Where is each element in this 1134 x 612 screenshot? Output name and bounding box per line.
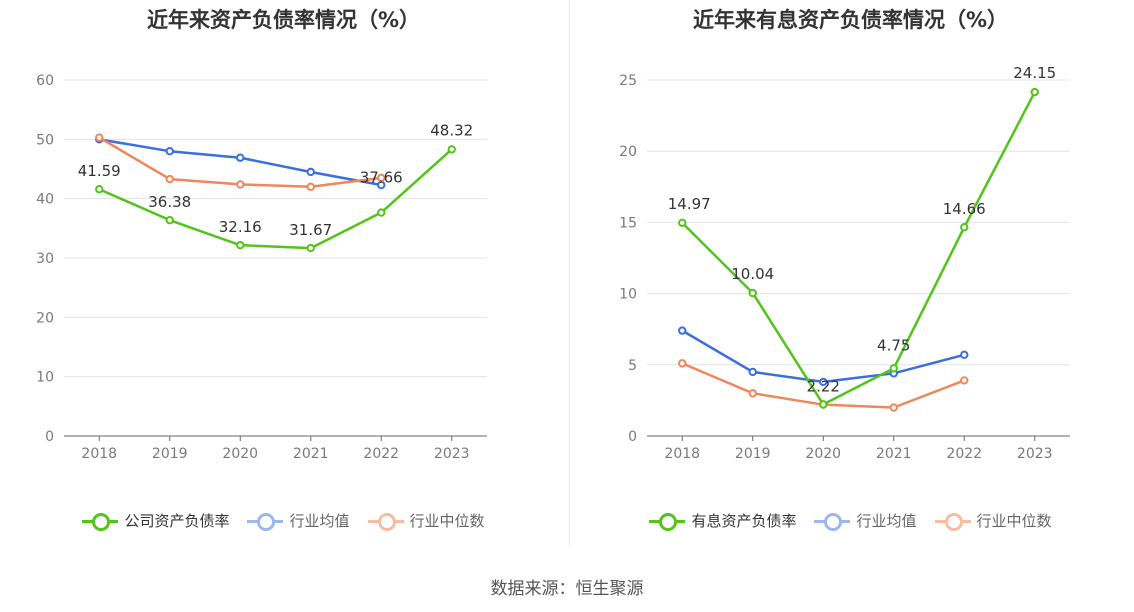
right-chart-panel: 近年来有息资产负债率情况（%） 0 5 10 15 20 25 2018 2019 2020 20… [567,0,1134,550]
series-line [681,329,965,384]
x-tick-label: 2021 [293,446,329,462]
right-chart-title: 近年来有息资产负债率情况（%） [692,8,1009,32]
x-tick-label: 2019 [152,446,188,462]
legend-item-avg[interactable]: 行业均值 [247,510,350,531]
y-tick-label: 15 [619,215,637,231]
data-source-note: 数据来源：恒生聚源 [490,579,644,599]
data-point[interactable] [377,208,386,217]
data-point[interactable] [889,364,898,373]
legend-label: 行业中位数 [409,512,485,530]
data-point[interactable] [678,359,687,368]
legend-label: 行业均值 [289,512,350,530]
legend-swatch-icon [82,511,119,531]
data-point[interactable] [819,377,828,387]
legend-item-avg[interactable]: 行业均值 [814,510,917,531]
data-point[interactable] [447,145,456,154]
data-point[interactable] [960,350,969,360]
data-label: 41.59 [78,162,121,180]
x-tick-label: 2022 [363,446,399,462]
data-label: 48.32 [430,121,473,139]
data-point[interactable] [748,367,757,377]
legend-item-median[interactable]: 行业中位数 [934,510,1052,531]
data-label: 4.75 [877,336,910,354]
data-point[interactable] [95,185,104,194]
data-point[interactable] [889,403,898,412]
data-point[interactable] [165,174,174,184]
data-point[interactable] [377,173,386,183]
y-tick-label: 25 [619,73,637,89]
data-point[interactable] [236,153,245,162]
data-point[interactable] [819,400,828,409]
y-tick-label: 10 [36,370,54,386]
legend-label: 有息资产负债率 [691,512,797,530]
legend-swatch-icon [247,511,284,531]
legend-swatch-icon [367,511,404,531]
series-line [98,148,453,250]
data-label: 2.22 [807,377,840,395]
x-tick-label: 2019 [735,446,771,462]
x-tick-label: 2018 [81,446,117,462]
left-chart-panel: 近年来资产负债率情况（%） 0 10 20 30 40 50 60 2018 2019 2020 2… [0,0,567,550]
x-tick-label: 2021 [876,446,912,462]
y-tick-label: 60 [36,73,54,89]
legend-item-company[interactable]: 公司资产负债率 [82,510,229,531]
legend-swatch-icon [814,511,851,531]
data-point[interactable] [95,133,104,142]
y-tick-label: 20 [36,310,54,326]
legend-swatch-icon [934,511,971,531]
y-tick-label: 5 [628,358,637,374]
data-point[interactable] [748,288,757,298]
left-chart-title: 近年来资产负债率情况（%） [146,8,421,32]
data-label: 14.66 [943,200,986,218]
y-tick-label: 0 [45,429,54,445]
x-tick-label: 2023 [434,446,470,462]
legend-swatch-icon [649,511,686,531]
data-label: 37.66 [360,169,403,187]
y-tick-label: 50 [36,132,54,148]
y-tick-label: 0 [628,429,637,445]
left-chart-legend: 公司资产负债率 行业均值 行业中位数 [0,510,567,531]
legend-item-median[interactable]: 行业中位数 [367,510,485,531]
x-tick-label: 2023 [1017,446,1053,462]
series-line [98,136,382,189]
x-tick-label: 2022 [946,446,982,462]
legend-label: 行业中位数 [976,512,1052,530]
panel-divider [569,0,570,545]
data-label: 36.38 [148,193,191,211]
data-label: 32.16 [219,218,262,236]
legend-label: 行业均值 [856,512,917,530]
series-line [681,91,1036,406]
y-tick-label: 40 [36,192,54,208]
data-label: 14.97 [668,195,711,213]
x-tick-label: 2018 [664,446,700,462]
data-point[interactable] [165,215,174,225]
data-label: 31.67 [289,221,332,239]
legend-label: 公司资产负债率 [124,512,230,530]
legend-item-company[interactable]: 有息资产负债率 [649,510,796,531]
data-point[interactable] [165,147,174,156]
data-point[interactable] [748,389,757,398]
data-point[interactable] [678,326,687,335]
data-point[interactable] [960,223,969,232]
data-point[interactable] [236,180,245,189]
data-point[interactable] [306,182,315,192]
y-tick-label: 20 [619,144,637,160]
y-tick-label: 30 [36,251,54,267]
data-point[interactable] [678,218,687,228]
right-chart-plot: 0 5 10 15 20 25 2018 2019 2020 2021 2022 2023 14.97 1… [619,64,1070,462]
left-chart-plot: 0 10 20 30 40 50 60 2018 2019 2020 2021 2022 2023 41.… [36,73,487,462]
data-label: 24.15 [1013,64,1056,82]
data-point[interactable] [306,167,315,177]
data-point[interactable] [1030,87,1039,97]
x-tick-label: 2020 [222,446,258,462]
right-chart-legend: 有息资产负债率 行业均值 行业中位数 [567,510,1134,531]
data-label: 10.04 [731,265,774,283]
data-point[interactable] [236,240,245,250]
data-point[interactable] [960,376,969,385]
x-tick-label: 2020 [805,446,841,462]
y-tick-label: 10 [619,287,637,303]
data-point[interactable] [306,243,315,253]
